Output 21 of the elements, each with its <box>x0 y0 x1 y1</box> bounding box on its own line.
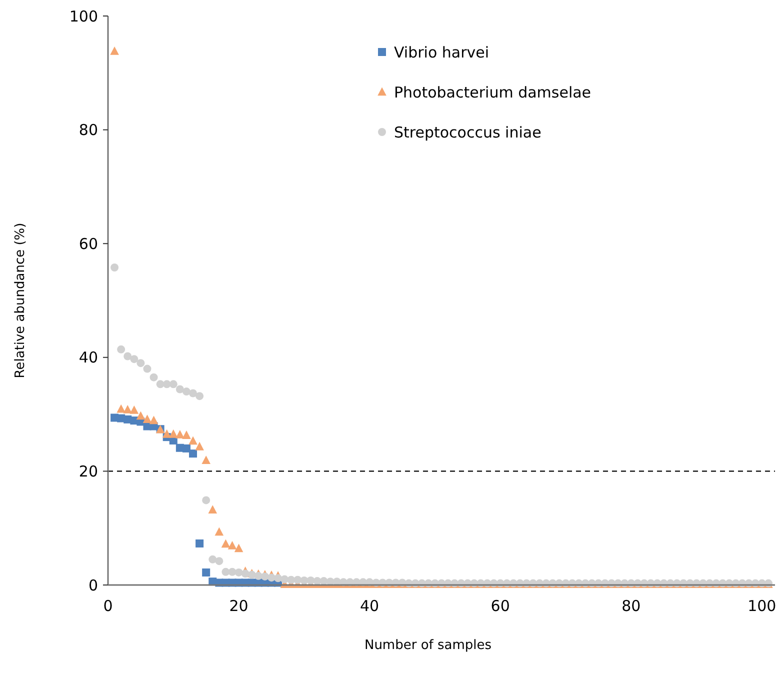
y-tick-label: 100 <box>69 7 98 26</box>
legend-label: Vibrio harvei <box>394 43 490 62</box>
y-axis-title: Relative abundance (%) <box>13 222 28 378</box>
y-tick-label: 80 <box>78 121 98 140</box>
x-tick-label: 20 <box>229 597 248 615</box>
y-tick-label: 40 <box>78 348 98 367</box>
x-tick-label: 80 <box>622 597 641 615</box>
x-tick-label: 60 <box>490 597 510 615</box>
y-tick-label: 0 <box>88 576 98 594</box>
point <box>182 444 190 452</box>
legend-label: Photobacterium damselae <box>394 83 592 102</box>
legend-label: Streptococcus iniae <box>394 123 542 142</box>
point <box>202 568 210 576</box>
x-tick-label: 100 <box>748 597 776 615</box>
point <box>196 539 204 548</box>
x-tick-label: 40 <box>360 597 380 615</box>
x-tick-label: 0 <box>103 597 113 615</box>
y-tick-label: 20 <box>78 462 98 480</box>
y-tick-label: 60 <box>78 234 98 253</box>
x-axis-title: Number of samples <box>364 638 492 653</box>
point <box>189 450 198 458</box>
